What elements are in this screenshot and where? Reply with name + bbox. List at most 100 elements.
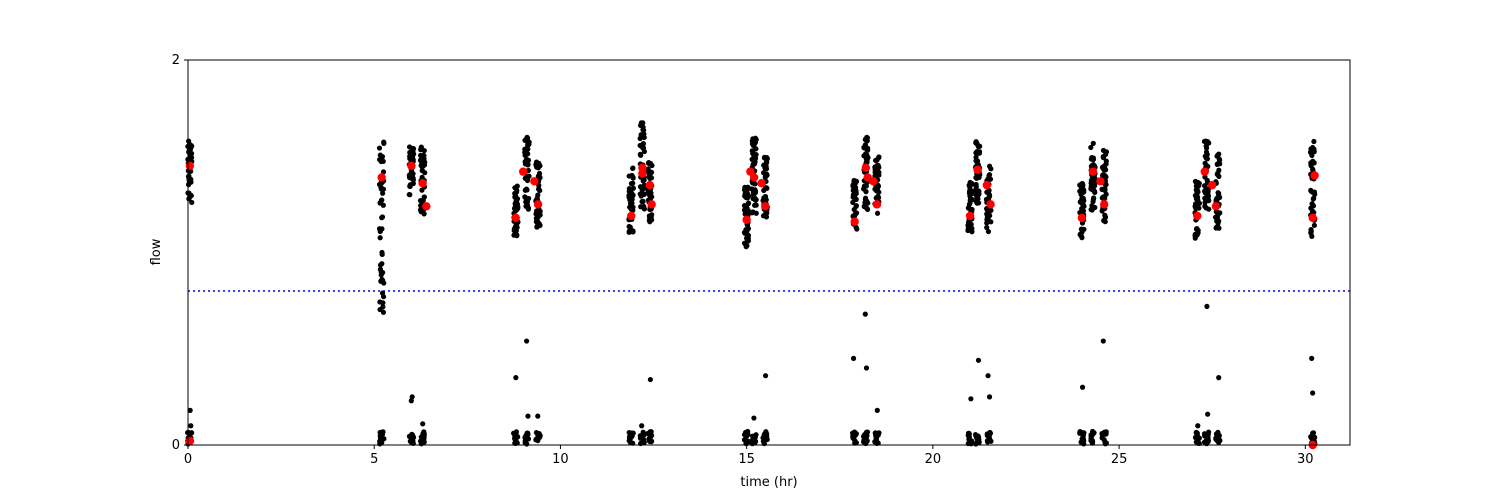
data-point xyxy=(741,437,748,443)
data-point xyxy=(965,219,972,225)
data-point xyxy=(968,187,974,194)
data-point xyxy=(1079,181,1085,187)
data-point xyxy=(418,441,424,447)
highlight-point xyxy=(872,200,882,209)
highlight-point xyxy=(1207,180,1217,190)
data-point xyxy=(627,200,634,207)
data-point xyxy=(983,196,990,203)
data-point xyxy=(377,306,383,313)
highlight-point xyxy=(1211,202,1221,211)
data-point xyxy=(874,163,880,169)
data-point xyxy=(378,197,384,204)
x-axis-label: time (hr) xyxy=(740,475,797,490)
data-point xyxy=(513,223,519,229)
data-point xyxy=(639,423,645,429)
data-point xyxy=(1090,140,1096,146)
data-point xyxy=(1312,191,1318,197)
data-point xyxy=(968,441,974,447)
data-point xyxy=(986,172,993,178)
data-point xyxy=(637,151,643,157)
data-point xyxy=(752,181,758,187)
data-point xyxy=(420,421,426,427)
data-point xyxy=(627,224,633,230)
data-point xyxy=(1091,188,1098,194)
data-point xyxy=(875,194,881,200)
data-point xyxy=(513,199,519,205)
highlight-point xyxy=(761,202,770,211)
data-point xyxy=(1103,182,1109,188)
data-point xyxy=(751,415,757,421)
data-point xyxy=(861,144,867,151)
data-point xyxy=(876,154,882,160)
data-point xyxy=(763,211,769,217)
data-point xyxy=(1310,196,1316,202)
highlight-point xyxy=(742,215,751,224)
x-tick-label: 25 xyxy=(1111,452,1128,467)
data-point xyxy=(1195,197,1201,203)
data-point xyxy=(975,436,981,442)
data-point xyxy=(1100,338,1106,344)
data-point xyxy=(976,150,982,156)
data-point xyxy=(1215,224,1221,230)
data-point xyxy=(984,217,990,223)
data-point xyxy=(985,373,991,379)
highlight-point xyxy=(626,211,636,221)
data-point xyxy=(1204,152,1210,158)
data-point xyxy=(1103,174,1109,180)
data-point xyxy=(1214,195,1220,201)
data-point xyxy=(1195,423,1201,429)
data-point xyxy=(522,146,528,152)
data-point xyxy=(535,214,541,220)
data-point xyxy=(864,157,870,163)
data-point xyxy=(188,423,194,429)
x-tick-label: 5 xyxy=(370,452,378,467)
data-point xyxy=(762,373,769,379)
data-point xyxy=(524,198,530,204)
data-point xyxy=(409,146,415,152)
data-point xyxy=(1216,375,1222,381)
highlight-point xyxy=(638,169,647,178)
data-point xyxy=(525,413,531,419)
data-point xyxy=(377,440,383,446)
data-point xyxy=(187,407,193,413)
highlight-point xyxy=(850,217,859,226)
data-point xyxy=(639,133,645,139)
data-point xyxy=(1099,435,1105,441)
data-point xyxy=(876,172,882,178)
data-point xyxy=(630,174,636,180)
y-tick-label: 2 xyxy=(172,53,180,68)
data-point xyxy=(750,136,756,142)
data-point xyxy=(1204,303,1210,309)
highlight-point xyxy=(1096,177,1105,186)
data-point xyxy=(645,160,652,166)
data-point xyxy=(872,169,878,175)
data-point xyxy=(1309,355,1315,361)
data-point xyxy=(1217,437,1223,444)
highlight-point xyxy=(1077,213,1087,223)
plot-area xyxy=(188,60,1350,445)
data-point xyxy=(524,338,530,344)
data-point xyxy=(523,186,530,192)
data-point xyxy=(1101,167,1107,173)
data-point xyxy=(640,127,647,133)
data-point xyxy=(764,159,770,166)
data-point xyxy=(853,440,859,446)
data-point xyxy=(640,198,646,204)
data-point xyxy=(744,191,750,197)
data-point xyxy=(525,151,531,157)
data-point xyxy=(646,173,652,180)
highlight-point xyxy=(533,200,543,209)
y-axis-ticks: 02 xyxy=(172,53,188,453)
data-point xyxy=(410,440,416,446)
data-point xyxy=(377,228,383,235)
data-point xyxy=(1100,154,1106,160)
data-point xyxy=(1090,183,1096,189)
highlight-point xyxy=(965,211,975,221)
data-point xyxy=(381,140,387,146)
highlight-point xyxy=(1308,213,1317,223)
highlight-point xyxy=(530,177,539,186)
data-point xyxy=(513,375,519,381)
data-point xyxy=(1309,152,1315,158)
data-point xyxy=(421,160,427,166)
highlight-point xyxy=(749,173,759,182)
